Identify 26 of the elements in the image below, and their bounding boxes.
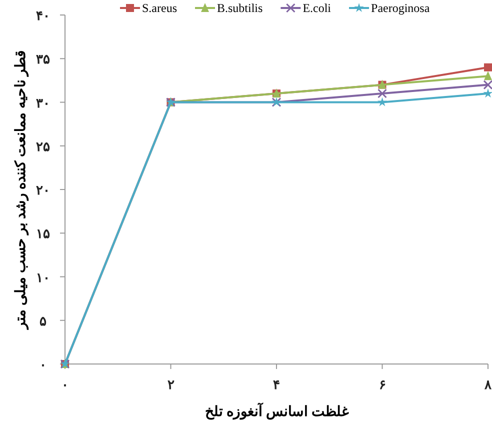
y-axis-title: قطر ناحیه ممانعت کننده رشد بر حسب میلی متر (13, 50, 29, 330)
legend-label: Paeroginosa (371, 1, 430, 15)
x-tick-label: ۸ (484, 377, 492, 392)
y-tick-label: ۳۵ (36, 52, 50, 67)
x-tick-label: ۲ (167, 377, 174, 392)
legend-label: B.subtilis (217, 1, 264, 15)
x-tick-label: ۴ (273, 377, 280, 392)
point (483, 88, 492, 98)
y-tick-label: ۱۵ (36, 226, 50, 242)
legend-label: S.areus (142, 1, 178, 15)
point (484, 71, 492, 80)
y-tick-label: ۲۰ (36, 182, 50, 198)
x-tick-label: ۰ (62, 377, 68, 392)
y-tick-label: ۰ (40, 357, 46, 372)
point (378, 88, 387, 98)
x-tick-label: ۶ (378, 377, 386, 392)
y-tick-label: ۳۰ (36, 95, 50, 110)
point (377, 97, 388, 106)
point (484, 63, 492, 72)
point (483, 80, 492, 90)
y-tick-label: ۲۵ (36, 138, 50, 154)
y-tick-label: ۱۰ (36, 270, 50, 285)
y-tick-label: ۴۰ (36, 8, 50, 23)
legend-label: E.coli (302, 1, 332, 15)
x-axis-title: غلظت اسانس آنغوزه تلخ (204, 402, 350, 420)
y-tick-label: ۵ (40, 313, 46, 328)
